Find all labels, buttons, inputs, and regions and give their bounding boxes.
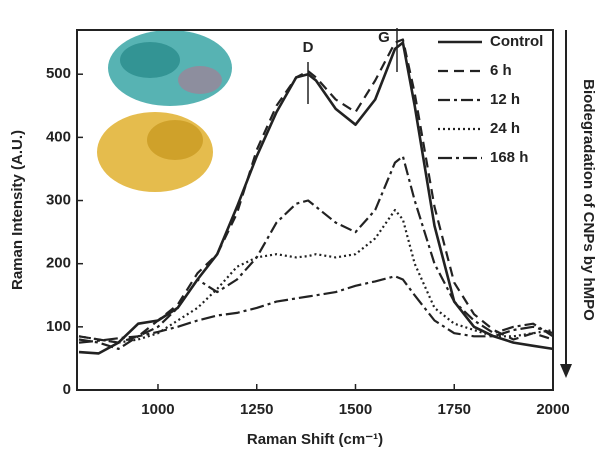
series-line [78, 38, 554, 344]
x-tick-label: 1000 [141, 401, 174, 418]
legend-label: 168 h [490, 149, 528, 166]
series-line [78, 41, 554, 355]
x-axis-label: Raman Shift (cm⁻¹) [247, 431, 383, 448]
y-tick-label: 300 [46, 191, 71, 208]
legend-label: Control [490, 33, 543, 50]
plot-frame [76, 29, 554, 391]
y-axis-label: Raman Intensity (A.U.) [9, 130, 26, 290]
legend-label: 12 h [490, 91, 520, 108]
g-label: G [378, 29, 390, 46]
d-label: D [303, 39, 314, 56]
legend-label: 24 h [490, 120, 520, 137]
y-tick-label: 0 [63, 381, 71, 398]
legend-label: 6 h [490, 62, 512, 79]
x-tick-label: 2000 [536, 401, 569, 418]
series-line [78, 208, 554, 344]
series-line [78, 275, 554, 344]
series-line [78, 155, 554, 350]
side-arrowhead [560, 364, 572, 378]
protein-illustration [97, 30, 232, 192]
y-tick-label: 400 [46, 128, 71, 145]
x-tick-label: 1250 [240, 401, 273, 418]
y-tick-label: 500 [46, 65, 71, 82]
y-tick-label: 200 [46, 255, 71, 272]
x-tick-label: 1500 [339, 401, 372, 418]
side-note: Biodegradation of CNPs by hMPO [580, 79, 597, 321]
y-tick-label: 100 [46, 318, 71, 335]
x-tick-label: 1750 [438, 401, 471, 418]
